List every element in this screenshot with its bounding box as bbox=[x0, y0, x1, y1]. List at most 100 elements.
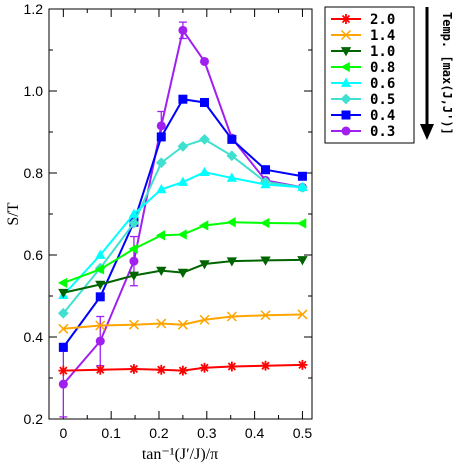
data-point-shape bbox=[261, 165, 271, 175]
data-point bbox=[58, 288, 69, 299]
data-point-shape bbox=[178, 94, 188, 104]
x-tick-label: 0.2 bbox=[149, 425, 169, 441]
legend-item-0.6: 0.6 bbox=[331, 76, 395, 92]
data-point bbox=[177, 319, 188, 330]
data-point-shape bbox=[177, 140, 189, 152]
data-point-shape bbox=[95, 249, 106, 259]
series-line bbox=[62, 27, 303, 385]
legend-marker bbox=[341, 110, 351, 120]
data-point bbox=[95, 320, 106, 331]
data-point-stroke bbox=[199, 314, 210, 325]
data-point bbox=[155, 157, 167, 169]
axis-ticks: 0 0.1 0.2 0.3 0.4 0.5 0.2 0.4 0.6 0.8 1.0 1.2 bbox=[24, 1, 313, 441]
data-point bbox=[199, 166, 210, 177]
data-point-shape bbox=[199, 220, 209, 231]
legend-label: 0.8 bbox=[370, 60, 395, 76]
data-point-stroke bbox=[227, 362, 236, 371]
data-point bbox=[128, 243, 138, 255]
data-point-shape bbox=[156, 132, 166, 142]
y-tick-label: 0.8 bbox=[24, 165, 44, 181]
data-point-stroke bbox=[128, 319, 139, 330]
data-point bbox=[178, 94, 188, 104]
data-point-stroke bbox=[200, 363, 209, 372]
x-tick-label: 0.5 bbox=[293, 425, 313, 441]
legend-marker bbox=[340, 29, 352, 41]
data-point bbox=[260, 217, 270, 229]
data-point bbox=[260, 310, 271, 321]
data-point bbox=[177, 365, 188, 376]
data-point bbox=[128, 364, 139, 374]
data-point-stroke bbox=[59, 366, 68, 375]
data-point bbox=[297, 171, 307, 181]
arrow-head-icon bbox=[420, 124, 434, 140]
series-0.6 bbox=[58, 166, 308, 300]
data-point bbox=[200, 97, 210, 107]
legend-marker-stroke bbox=[340, 29, 352, 41]
series-1.0 bbox=[58, 256, 308, 299]
y-tick-label: 1.0 bbox=[24, 83, 44, 99]
data-point bbox=[57, 277, 68, 289]
data-point-shape bbox=[57, 277, 68, 289]
data-point-shape bbox=[57, 307, 69, 319]
data-point-shape bbox=[58, 288, 69, 299]
data-point bbox=[260, 256, 271, 266]
data-point bbox=[177, 140, 189, 152]
data-point-shape bbox=[95, 280, 106, 290]
data-point-shape bbox=[199, 166, 210, 177]
data-point-stroke bbox=[129, 364, 139, 374]
legend-label: 0.3 bbox=[370, 124, 395, 140]
legend-marker bbox=[340, 77, 352, 87]
plot-area bbox=[48, 8, 313, 420]
legend-marker-stroke bbox=[341, 14, 351, 24]
data-point-shape bbox=[226, 217, 236, 228]
data-point bbox=[200, 56, 210, 66]
y-tick-label: 0.4 bbox=[24, 329, 44, 345]
data-point-shape bbox=[260, 256, 271, 266]
data-point-shape bbox=[58, 342, 68, 352]
data-point bbox=[226, 311, 237, 322]
data-point bbox=[156, 266, 167, 276]
data-point bbox=[199, 260, 210, 270]
y-tick-label: 0.2 bbox=[24, 411, 44, 427]
data-point bbox=[199, 362, 210, 373]
series-2.0 bbox=[58, 359, 308, 376]
data-point-shape bbox=[297, 256, 308, 266]
data-point-stroke bbox=[58, 323, 69, 334]
data-point-shape bbox=[199, 133, 210, 145]
y-axis-label: S/T bbox=[5, 202, 22, 225]
data-point bbox=[226, 172, 238, 182]
data-point-shape bbox=[177, 176, 189, 186]
data-point bbox=[95, 280, 106, 290]
data-point bbox=[128, 208, 140, 218]
data-point bbox=[58, 365, 69, 376]
data-point-shape bbox=[297, 218, 307, 229]
data-point-stroke bbox=[261, 361, 270, 370]
data-point bbox=[199, 133, 210, 145]
series-0.3 bbox=[58, 21, 307, 418]
data-point bbox=[58, 323, 69, 334]
data-point bbox=[128, 319, 139, 330]
data-point-stroke bbox=[157, 365, 166, 374]
temperature-arrow bbox=[420, 7, 434, 140]
data-point-shape bbox=[128, 208, 140, 218]
legend-marker-shape bbox=[340, 77, 352, 87]
data-point bbox=[95, 249, 106, 259]
data-point-shape bbox=[94, 264, 105, 275]
data-point bbox=[177, 176, 189, 186]
data-point-shape bbox=[226, 257, 238, 267]
data-point bbox=[226, 361, 237, 372]
data-point-shape bbox=[128, 217, 140, 229]
data-point bbox=[297, 309, 308, 320]
data-point bbox=[95, 336, 105, 346]
legend-item-0.3: 0.3 bbox=[331, 124, 395, 140]
data-point bbox=[261, 165, 271, 175]
data-point-stroke bbox=[226, 311, 237, 322]
legend-item-0.4: 0.4 bbox=[331, 108, 395, 124]
data-point-shape bbox=[128, 271, 140, 281]
legend-label: 2.0 bbox=[370, 12, 395, 28]
legend-marker bbox=[341, 126, 351, 136]
x-axis-label: tan⁻¹(J′/J)/π bbox=[142, 446, 218, 463]
data-point-shape bbox=[227, 134, 237, 144]
legend-item-0.8: 0.8 bbox=[331, 60, 395, 76]
data-point-stroke bbox=[298, 360, 307, 370]
